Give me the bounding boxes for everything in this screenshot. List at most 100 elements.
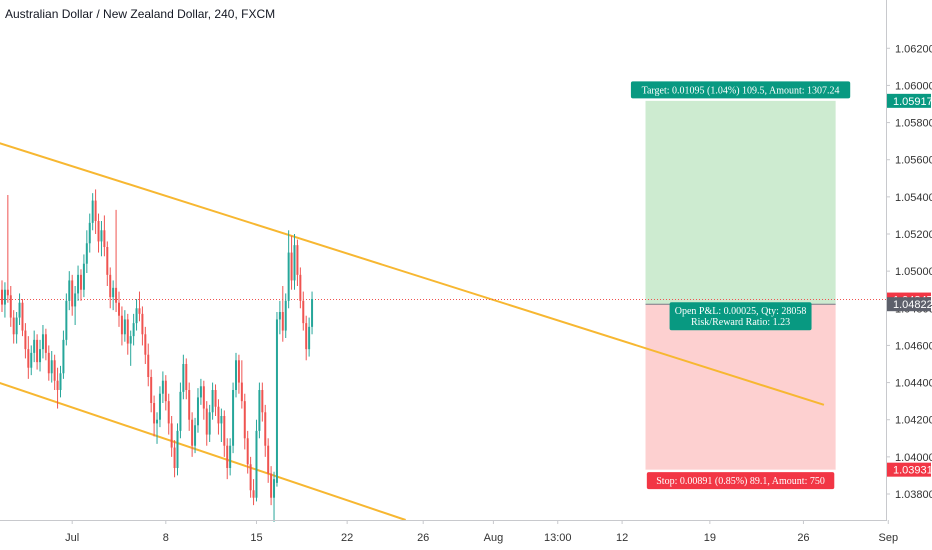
candle-body (9, 295, 12, 318)
candle (170, 416, 173, 457)
candle (82, 254, 85, 298)
candle-body (299, 274, 302, 301)
candle (235, 352, 237, 398)
candle (36, 334, 39, 370)
candle (39, 339, 42, 372)
candle-body (1, 289, 3, 305)
candle-body (150, 377, 153, 403)
candle-body (77, 274, 80, 294)
time-axis[interactable]: Jul 8 15 22 26 Aug 13:00 12 19 26 Sep (65, 520, 898, 544)
candle-body (246, 438, 249, 465)
candle (153, 395, 156, 437)
candle-body (199, 386, 202, 398)
candle-body (141, 313, 144, 335)
stop-label-text: Stop: 0.00891 (0.85%) 89.1, Amount: 750 (656, 476, 825, 487)
position-labels: Target: 0.01095 (1.04%) 109.5, Amount: 1… (630, 81, 851, 490)
candle (150, 369, 153, 413)
candle-body (214, 390, 217, 407)
candle (144, 326, 147, 364)
candle-body (144, 334, 147, 355)
time-tick-label: 12 (616, 532, 628, 544)
candle-body (302, 300, 305, 324)
candle (1, 280, 3, 312)
candle-body (205, 408, 208, 435)
time-tick-label: 13:00 (544, 532, 572, 544)
candle (223, 410, 226, 457)
candle (126, 313, 129, 355)
candle-body (21, 302, 24, 331)
candle-body (252, 490, 255, 498)
candle (15, 312, 18, 344)
candle (71, 274, 74, 316)
loss-zone[interactable] (645, 304, 836, 470)
candle-body (71, 280, 74, 307)
candle-body (167, 401, 170, 424)
candle (138, 291, 141, 322)
candle (194, 417, 197, 454)
candle (205, 401, 208, 446)
candle (214, 384, 217, 416)
candle-body (270, 473, 273, 498)
candle-body (126, 319, 129, 344)
candle-body (24, 330, 27, 350)
candle (188, 382, 191, 431)
candle (273, 471, 276, 522)
candle (3, 282, 6, 318)
price-level-tag-text: 1.05917 (893, 96, 932, 108)
candle-body (50, 360, 53, 374)
candle-body (237, 360, 240, 383)
candle (88, 213, 91, 253)
candle-body (235, 360, 237, 390)
candle-body (27, 349, 30, 368)
profit-zone[interactable] (645, 100, 836, 305)
candle (191, 412, 194, 457)
target-label-text: Target: 0.01095 (1.04%) 109.5, Amount: 1… (642, 85, 840, 96)
candle (30, 345, 33, 376)
candle-body (135, 308, 138, 324)
candle (9, 286, 12, 327)
chart-title: Australian Dollar / New Zealand Dollar, … (5, 7, 275, 21)
candle (135, 299, 138, 331)
candle (290, 235, 293, 290)
candle-body (182, 364, 185, 392)
candle-body (202, 386, 205, 409)
candle (258, 382, 261, 439)
candle (211, 382, 214, 420)
time-tick-label: 26 (417, 532, 429, 544)
price-level-tag: 1.03931 (887, 462, 932, 477)
candle-body (223, 416, 226, 446)
candle-body (179, 391, 182, 431)
candle (27, 336, 30, 379)
candle (24, 323, 27, 359)
candle (220, 408, 223, 442)
candle-body (100, 230, 103, 242)
price-tick-label: 1.04200 (895, 415, 932, 427)
price-tick-label: 1.06200 (895, 43, 932, 55)
candle (199, 378, 202, 405)
candle (208, 404, 211, 442)
candle (120, 306, 123, 346)
candle (270, 466, 273, 506)
candle-body (281, 312, 284, 331)
candle-body (249, 464, 252, 491)
pnl-label-box (669, 302, 812, 331)
time-tick-label: 8 (163, 532, 169, 544)
candle-body (232, 390, 235, 446)
candle (18, 293, 21, 325)
candle-body (278, 312, 281, 320)
long-position-tool[interactable] (645, 100, 836, 470)
price-axis[interactable]: 1.03800 1.04000 1.04200 1.04400 1.04600 1.048… (886, 43, 932, 501)
trendline-1[interactable] (0, 139, 825, 406)
time-tick-label: Jul (65, 532, 79, 544)
candle-body (147, 354, 150, 377)
candle (33, 330, 36, 363)
candle-body (229, 445, 232, 468)
candle-body (103, 230, 106, 247)
candle (261, 382, 264, 422)
candle-body (255, 430, 258, 498)
candle (217, 399, 220, 435)
candle-body (18, 302, 21, 318)
candle-body (185, 364, 188, 390)
candle (41, 325, 44, 359)
